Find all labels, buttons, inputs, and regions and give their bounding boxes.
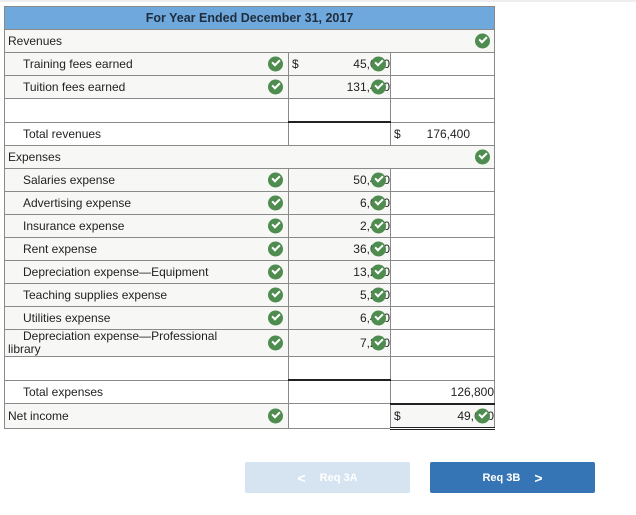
table-row: Training fees earned $45,000: [4, 52, 496, 76]
net-income-row: Net income $49,600: [4, 402, 496, 430]
table-row: Teaching supplies expense 5,200: [4, 283, 496, 307]
net-income-label[interactable]: Net income: [8, 408, 69, 423]
expense-label-line2: library: [8, 342, 41, 356]
empty-cell[interactable]: [288, 121, 391, 146]
empty-cell[interactable]: [389, 52, 496, 76]
table-row: Depreciation expense—Professional library…: [4, 329, 496, 357]
total-expenses-label: Total expenses: [23, 384, 104, 399]
expenses-heading-row: Expenses: [3, 145, 496, 169]
expense-label[interactable]: Salaries expense: [23, 173, 116, 187]
expense-label[interactable]: Depreciation expense—Professional library: [5, 330, 288, 356]
expense-label-line1: Depreciation expense—Professional: [23, 329, 218, 343]
revenues-heading-row: Revenues: [3, 29, 496, 53]
check-icon: [268, 195, 283, 211]
blank-row: [4, 98, 496, 123]
check-icon: [268, 56, 283, 72]
table-row: Insurance expense 2,400: [4, 214, 496, 238]
table-row: Tuition fees earned 131,400: [4, 75, 496, 99]
check-icon: [268, 218, 283, 234]
check-icon: [268, 264, 283, 280]
empty-cell[interactable]: [389, 237, 496, 261]
empty-cell[interactable]: [389, 306, 496, 330]
check-icon: [268, 310, 283, 326]
check-icon: [371, 172, 386, 188]
chevron-left-icon: <: [297, 469, 306, 486]
table-row: Depreciation expense—Equipment 13,200: [4, 260, 496, 284]
currency-symbol: $: [394, 408, 401, 423]
check-icon: [371, 218, 386, 234]
currency-symbol: $: [292, 57, 299, 71]
check-icon: [268, 408, 283, 424]
statement-period-title: For Year Ended December 31, 2017: [3, 6, 496, 30]
empty-cell[interactable]: [4, 356, 289, 381]
table-row: Salaries expense 50,400: [4, 168, 496, 192]
empty-cell[interactable]: [389, 356, 496, 381]
table-row: Rent expense 36,000: [4, 237, 496, 261]
empty-cell[interactable]: [288, 356, 391, 381]
empty-cell[interactable]: [389, 191, 496, 215]
empty-cell[interactable]: [288, 98, 391, 123]
check-icon: [268, 241, 283, 257]
total-revenues-label: Total revenues: [23, 126, 102, 141]
check-icon: [371, 310, 386, 326]
expense-label[interactable]: Teaching supplies expense: [23, 288, 168, 302]
top-border: [0, 0, 636, 2]
revenue-label[interactable]: Tuition fees earned: [23, 80, 126, 94]
table-row: Utilities expense 6,400: [4, 306, 496, 330]
check-icon: [371, 241, 386, 257]
empty-cell[interactable]: [288, 379, 391, 404]
expense-label[interactable]: Insurance expense: [23, 219, 125, 233]
empty-cell[interactable]: [389, 214, 496, 238]
empty-cell[interactable]: [389, 283, 496, 307]
next-req-3b-button[interactable]: Req 3B >: [430, 462, 595, 493]
prev-button-label: Req 3A: [319, 471, 358, 484]
empty-cell[interactable]: [389, 329, 496, 357]
check-icon: [371, 79, 386, 95]
check-icon: [268, 172, 283, 188]
check-icon: [475, 149, 491, 165]
check-icon: [371, 287, 386, 303]
total-revenues-amount: 176,400: [426, 126, 471, 141]
next-button-label: Req 3B: [482, 471, 521, 484]
check-icon: [268, 79, 283, 95]
check-icon: [268, 287, 283, 303]
blank-row: [4, 356, 496, 381]
income-statement-table: For Year Ended December 31, 2017 Revenue…: [3, 6, 496, 430]
empty-cell[interactable]: [389, 98, 496, 123]
expense-label[interactable]: Utilities expense: [23, 311, 111, 325]
total-expenses-row: Total expenses 126,800: [4, 379, 496, 404]
check-icon: [475, 408, 491, 423]
prev-req-3a-button[interactable]: < Req 3A: [245, 462, 410, 493]
expense-label[interactable]: Depreciation expense—Equipment: [23, 265, 209, 279]
expense-label[interactable]: Rent expense: [23, 242, 98, 256]
empty-cell[interactable]: [389, 75, 496, 99]
check-icon: [371, 195, 386, 211]
check-icon: [268, 335, 283, 351]
total-revenues-row: Total revenues $176,400: [4, 121, 496, 146]
empty-cell[interactable]: [288, 403, 391, 429]
expenses-heading[interactable]: Expenses: [8, 150, 61, 164]
empty-cell[interactable]: [4, 98, 289, 123]
table-row: Advertising expense 6,000: [4, 191, 496, 215]
statement-header-row: For Year Ended December 31, 2017: [3, 6, 496, 30]
total-expenses-amount: 126,800: [450, 384, 495, 399]
check-icon: [371, 56, 386, 72]
check-icon: [371, 335, 386, 351]
revenues-heading[interactable]: Revenues: [8, 34, 63, 48]
currency-symbol: $: [394, 126, 401, 141]
check-icon: [371, 264, 386, 280]
revenue-label[interactable]: Training fees earned: [23, 57, 133, 71]
expense-label[interactable]: Advertising expense: [23, 196, 132, 210]
chevron-right-icon: >: [534, 469, 543, 486]
empty-cell[interactable]: [389, 168, 496, 192]
empty-cell[interactable]: [389, 260, 496, 284]
check-icon: [475, 33, 491, 49]
